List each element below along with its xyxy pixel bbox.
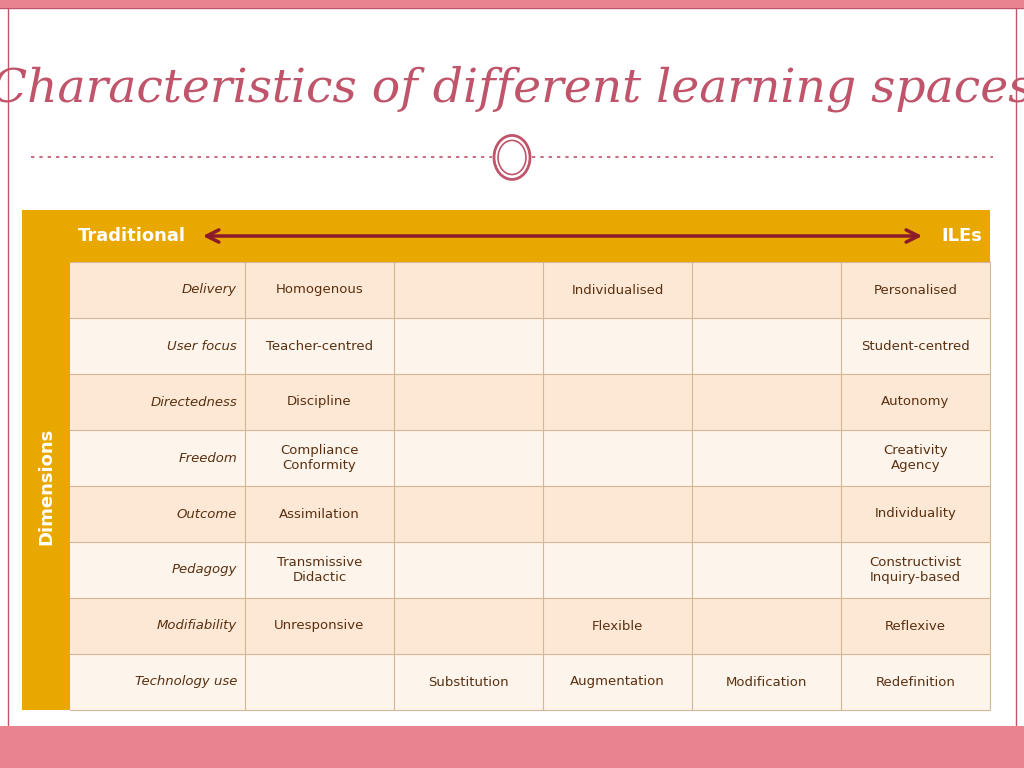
Text: Substitution: Substitution — [428, 676, 509, 688]
Text: Flexible: Flexible — [592, 620, 643, 633]
Bar — [70, 598, 990, 654]
Text: Transmissive
Didactic: Transmissive Didactic — [276, 556, 362, 584]
Text: Autonomy: Autonomy — [882, 396, 949, 409]
Text: Personalised: Personalised — [873, 283, 957, 296]
Bar — [22, 210, 990, 710]
Text: Individuality: Individuality — [874, 508, 956, 521]
Text: Freedom: Freedom — [178, 452, 237, 465]
Text: Redefinition: Redefinition — [876, 676, 955, 688]
Text: ILEs: ILEs — [941, 227, 982, 245]
Bar — [70, 374, 990, 430]
Bar — [70, 654, 990, 710]
Bar — [70, 430, 990, 486]
Text: Dimensions: Dimensions — [37, 427, 55, 545]
Bar — [70, 486, 990, 542]
Text: Modifiability: Modifiability — [157, 620, 237, 633]
Text: Traditional: Traditional — [78, 227, 186, 245]
Text: Directedness: Directedness — [151, 396, 237, 409]
Text: Characteristics of different learning spaces: Characteristics of different learning sp… — [0, 65, 1024, 111]
Text: Reflexive: Reflexive — [885, 620, 946, 633]
Text: Creativity
Agency: Creativity Agency — [883, 444, 948, 472]
Text: Outcome: Outcome — [176, 508, 237, 521]
Text: Technology use: Technology use — [134, 676, 237, 688]
Text: Constructivist
Inquiry-based: Constructivist Inquiry-based — [869, 556, 962, 584]
Text: Unresponsive: Unresponsive — [274, 620, 365, 633]
Text: Discipline: Discipline — [287, 396, 352, 409]
Text: Augmentation: Augmentation — [570, 676, 665, 688]
Text: Delivery: Delivery — [182, 283, 237, 296]
Text: Compliance
Conformity: Compliance Conformity — [281, 444, 358, 472]
Bar — [70, 318, 990, 374]
Text: User focus: User focus — [167, 339, 237, 353]
Text: Student-centred: Student-centred — [861, 339, 970, 353]
Text: Pedagogy: Pedagogy — [172, 564, 237, 577]
Bar — [0, 726, 1024, 768]
Text: Assimilation: Assimilation — [280, 508, 359, 521]
Bar — [70, 262, 990, 710]
Text: Teacher-centred: Teacher-centred — [266, 339, 373, 353]
Text: Homogenous: Homogenous — [275, 283, 364, 296]
Bar — [70, 542, 990, 598]
Bar — [0, 0, 1024, 8]
Text: Individualised: Individualised — [571, 283, 664, 296]
Bar — [70, 262, 990, 318]
Text: Modification: Modification — [726, 676, 807, 688]
